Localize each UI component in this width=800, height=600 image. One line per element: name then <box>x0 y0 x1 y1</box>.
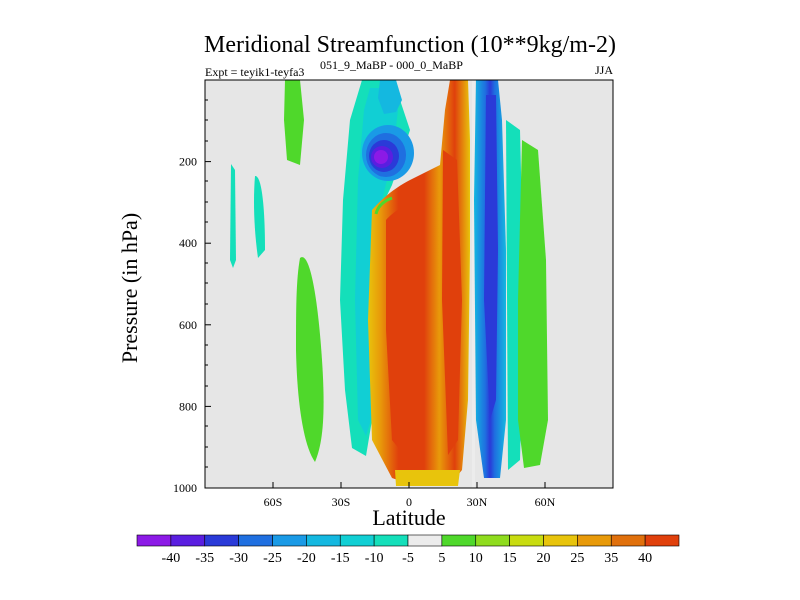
colorbar-label: -30 <box>229 551 248 566</box>
southern-upper-green-band <box>284 80 304 165</box>
antarctic-sliver-east <box>254 175 265 258</box>
colorbar-label: -5 <box>402 551 414 566</box>
x-tick-label: 30N <box>467 495 488 509</box>
northern-green-band <box>518 140 548 468</box>
colorbar-swatch <box>204 534 239 547</box>
minor-ticks <box>205 99 208 468</box>
colorbar-label: 35 <box>604 551 618 566</box>
antarctic-sliver-west <box>230 164 236 268</box>
colorbar-label: -35 <box>195 551 214 566</box>
upper-cyan-top <box>378 80 402 114</box>
hadley-core-north <box>442 150 462 455</box>
y-tick-label: 600 <box>179 318 197 332</box>
zero-line <box>472 80 475 488</box>
colorbar-swatch <box>373 534 409 547</box>
colorbar-label: 20 <box>537 551 551 566</box>
colorbar-label: 15 <box>503 551 517 566</box>
southern-lower-green-band <box>296 257 324 462</box>
colorbar-label: 10 <box>469 551 483 566</box>
colorbar-swatch <box>644 534 680 547</box>
colorbar-label: -25 <box>263 551 282 566</box>
colorbar-swatch <box>475 534 510 547</box>
colorbar-swatch <box>509 534 544 547</box>
colorbar-swatch <box>306 534 341 547</box>
colorbar-label: 40 <box>638 551 652 566</box>
experiment-period-label: 051_9_MaBP - 000_0_MaBP <box>320 58 463 72</box>
contour-fills <box>230 80 548 488</box>
colorbar-swatch <box>577 534 612 547</box>
x-tick-label: 60S <box>264 495 283 509</box>
y-tick-label: 400 <box>179 236 197 250</box>
colorbar-swatch <box>272 534 307 547</box>
y-tick-label: 800 <box>179 399 197 413</box>
colorbar-swatch <box>170 534 206 547</box>
colorbar-swatch <box>543 534 578 547</box>
colorbar-swatch <box>441 534 477 547</box>
colorbar-swatch <box>238 534 273 547</box>
axis-ticks: 60S 30S 0 30N 60N 200 400 600 800 1000 <box>173 155 556 509</box>
colorbar-label: -10 <box>365 551 384 566</box>
chart-title: Meridional Streamfunction (10**9kg/m-2) <box>204 32 616 58</box>
colorbar-label: -20 <box>297 551 316 566</box>
x-tick-label: 60N <box>535 495 556 509</box>
colorbar-label: 5 <box>438 551 445 566</box>
colorbar-swatch <box>339 534 375 547</box>
upper-negative-core <box>374 150 388 164</box>
colorbar-label: -40 <box>162 551 181 566</box>
colorbar: -40 -35 -30 -25 -20 -15 -10 -5 5 10 15 20 25 35 40 <box>136 534 680 566</box>
hadley-edge <box>374 196 393 215</box>
hadley-core-south <box>386 205 416 455</box>
colorbar-label: 25 <box>570 551 584 566</box>
experiment-label: Expt = teyik1-teyfa3 <box>205 65 304 79</box>
x-axis-label: Latitude <box>372 505 445 530</box>
surface-yellow <box>395 470 460 486</box>
colorbar-swatch <box>407 534 443 547</box>
y-axis-label: Pressure (in hPa) <box>117 213 142 363</box>
x-tick-label: 0 <box>406 495 412 509</box>
ferrel-blue-core <box>484 95 498 420</box>
y-tick-label: 1000 <box>173 481 197 495</box>
x-tick-label: 30S <box>332 495 351 509</box>
colorbar-label: -15 <box>331 551 350 566</box>
colorbar-swatch <box>136 534 172 547</box>
colorbar-swatch <box>610 534 646 547</box>
y-tick-label: 200 <box>179 155 197 169</box>
season-label: JJA <box>595 63 613 77</box>
